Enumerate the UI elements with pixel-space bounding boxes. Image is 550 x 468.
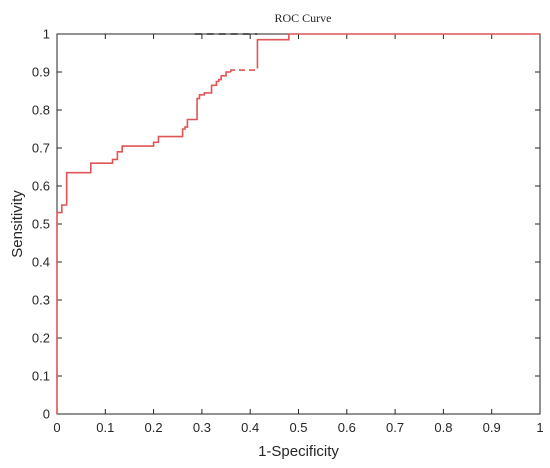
y-tick-label: 0.6 [32, 179, 50, 194]
chart-title: ROC Curve [275, 11, 332, 25]
plot-area-frame [56, 33, 541, 415]
x-tick-label: 0.9 [483, 420, 501, 435]
y-tick-label: 0.1 [32, 369, 50, 384]
y-tick-label: 0.9 [32, 65, 50, 80]
y-tick-label: 0.3 [32, 293, 50, 308]
roc-curve-upper-line [256, 33, 540, 66]
y-tick-label: 0 [43, 407, 50, 422]
x-axis: 0 0.1 0.2 0.3 0.4 0.5 0.6 0.7 0.8 0.9 1 [53, 34, 544, 435]
x-tick-label: 0 [53, 420, 60, 435]
y-axis: 0 0.1 0.2 0.3 0.4 0.5 0.6 0.7 0.8 0.9 1 [32, 27, 540, 422]
y-tick-label: 0.4 [32, 255, 50, 270]
y-tick-label: 1 [43, 27, 50, 42]
x-tick-label: 1 [536, 420, 543, 435]
x-tick-label: 0.5 [289, 420, 307, 435]
x-tick-label: 0.8 [434, 420, 452, 435]
y-tick-label: 0.7 [32, 141, 50, 156]
series-layer [56, 33, 540, 414]
roc-curve-line [56, 71, 231, 414]
x-tick-label: 0.2 [145, 420, 163, 435]
x-tick-label: 0.6 [338, 420, 356, 435]
roc-curve-dashed-segment [230, 65, 259, 72]
y-axis-label: Sensitivity [9, 190, 26, 258]
y-tick-label: 0.2 [32, 331, 50, 346]
y-tick-label: 0.8 [32, 103, 50, 118]
x-tick-label: 0.7 [386, 420, 404, 435]
x-tick-label: 0.1 [96, 420, 114, 435]
x-axis-label: 1-Specificity [258, 443, 339, 460]
x-tick-label: 0.3 [193, 420, 211, 435]
y-tick-label: 0.5 [32, 217, 50, 232]
x-tick-label: 0.4 [241, 420, 259, 435]
